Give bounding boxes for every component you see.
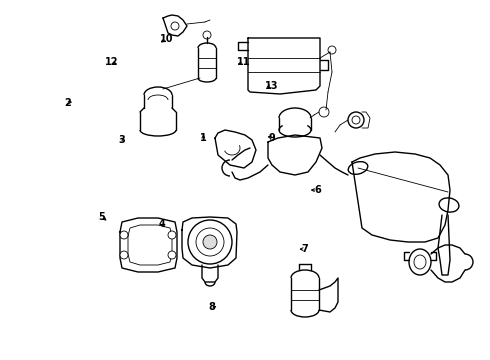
- Text: 6: 6: [314, 185, 321, 195]
- Text: 2: 2: [64, 98, 71, 108]
- Text: 3: 3: [118, 135, 125, 145]
- Circle shape: [120, 231, 128, 239]
- Circle shape: [120, 251, 128, 259]
- Circle shape: [168, 251, 176, 259]
- Text: 4: 4: [158, 219, 165, 229]
- Text: 9: 9: [269, 132, 275, 143]
- Text: 1: 1: [200, 132, 207, 143]
- Text: 12: 12: [105, 57, 119, 67]
- Text: 10: 10: [160, 34, 173, 44]
- Text: 13: 13: [265, 81, 279, 91]
- Text: 5: 5: [98, 212, 105, 222]
- Text: 7: 7: [301, 244, 308, 254]
- Circle shape: [203, 235, 217, 249]
- Circle shape: [168, 231, 176, 239]
- Text: 8: 8: [208, 302, 215, 312]
- Text: 11: 11: [237, 57, 251, 67]
